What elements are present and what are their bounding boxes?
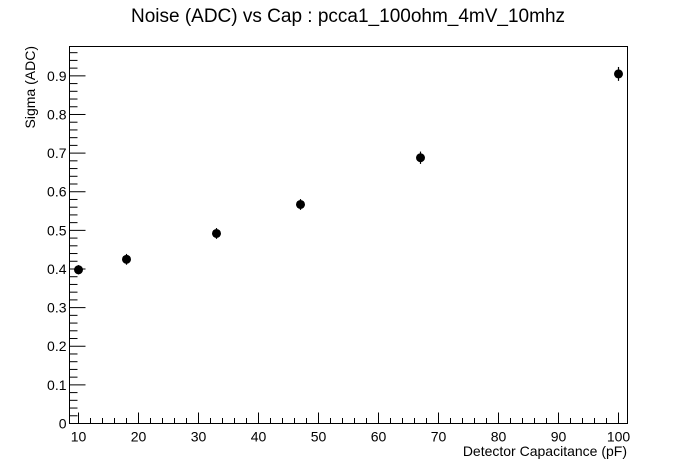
y-tick-label: 0.1 xyxy=(47,377,67,393)
x-tick-label: 80 xyxy=(491,429,507,445)
x-tick-label: 50 xyxy=(311,429,327,445)
plot-frame xyxy=(69,46,628,424)
x-tick-label: 100 xyxy=(607,429,631,445)
data-point xyxy=(74,265,83,275)
x-tick-label: 30 xyxy=(191,429,207,445)
x-tick-label: 10 xyxy=(71,429,87,445)
data-points xyxy=(74,66,623,275)
y-tick-label: 0.3 xyxy=(47,300,67,316)
y-tick-label: 0.7 xyxy=(47,145,67,161)
x-tick-label: 90 xyxy=(551,429,567,445)
y-tick-label: 0 xyxy=(59,416,67,432)
x-axis-label: Detector Capacitance (pF) xyxy=(463,443,627,459)
x-tick-label: 20 xyxy=(131,429,147,445)
y-tick-label: 0.4 xyxy=(47,261,67,277)
x-tick-label: 40 xyxy=(251,429,267,445)
data-point xyxy=(122,254,131,264)
y-tick-label: 0.5 xyxy=(47,222,67,238)
data-point xyxy=(212,228,221,238)
y-tick-label: 0.9 xyxy=(47,68,67,84)
x-tick-label: 70 xyxy=(431,429,447,445)
y-tick-label: 0.6 xyxy=(47,184,67,200)
data-point xyxy=(614,69,623,79)
x-tick-label: 60 xyxy=(371,429,387,445)
data-point xyxy=(296,199,305,209)
y-tick-label: 0.8 xyxy=(47,106,67,122)
x-tick-labels: 10 20 30 40 50 60 70 80 90 100 xyxy=(71,429,631,445)
y-tick-label: 0.2 xyxy=(47,338,67,354)
axis-ticks xyxy=(69,52,619,424)
data-point xyxy=(416,153,425,163)
y-axis-label: Sigma (ADC) xyxy=(22,46,38,128)
chart-title: Noise (ADC) vs Cap : pcca1_100ohm_4mV_10… xyxy=(131,6,565,27)
y-tick-labels: 0 0.1 0.2 0.3 0.4 0.5 0.6 0.7 0.8 0.9 xyxy=(47,68,67,432)
